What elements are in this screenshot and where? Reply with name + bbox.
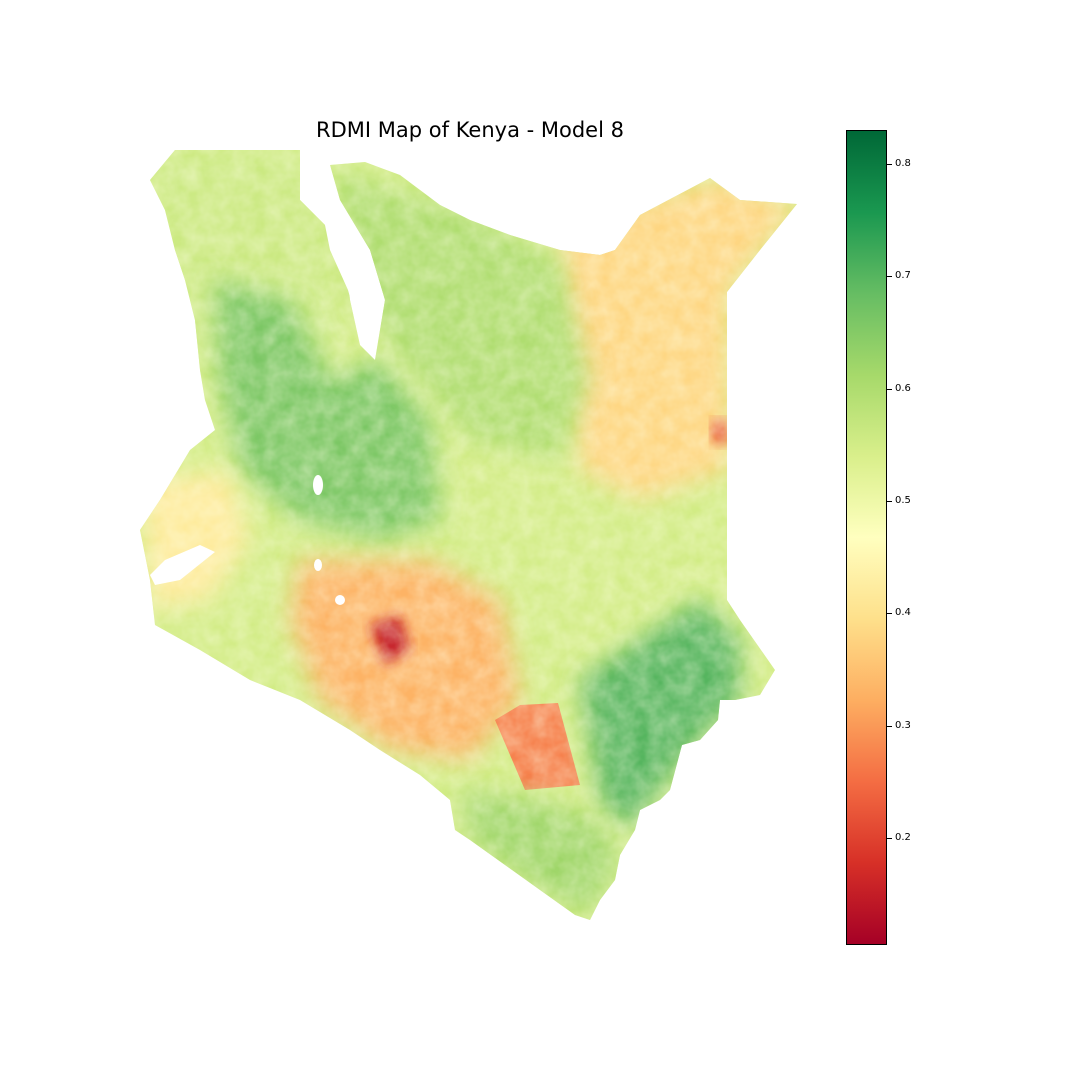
- map-texture: [140, 150, 797, 920]
- colorbar: [846, 130, 887, 945]
- lake-nakuru: [314, 559, 322, 571]
- kenya-map: [140, 150, 797, 920]
- lake-baringo: [313, 475, 323, 495]
- map-water-bodies: [150, 165, 378, 605]
- lake-naivasha: [335, 595, 345, 605]
- lake-victoria-gulf: [150, 545, 215, 585]
- lake-turkana: [320, 165, 378, 350]
- map-title: RDMI Map of Kenya - Model 8: [316, 118, 624, 142]
